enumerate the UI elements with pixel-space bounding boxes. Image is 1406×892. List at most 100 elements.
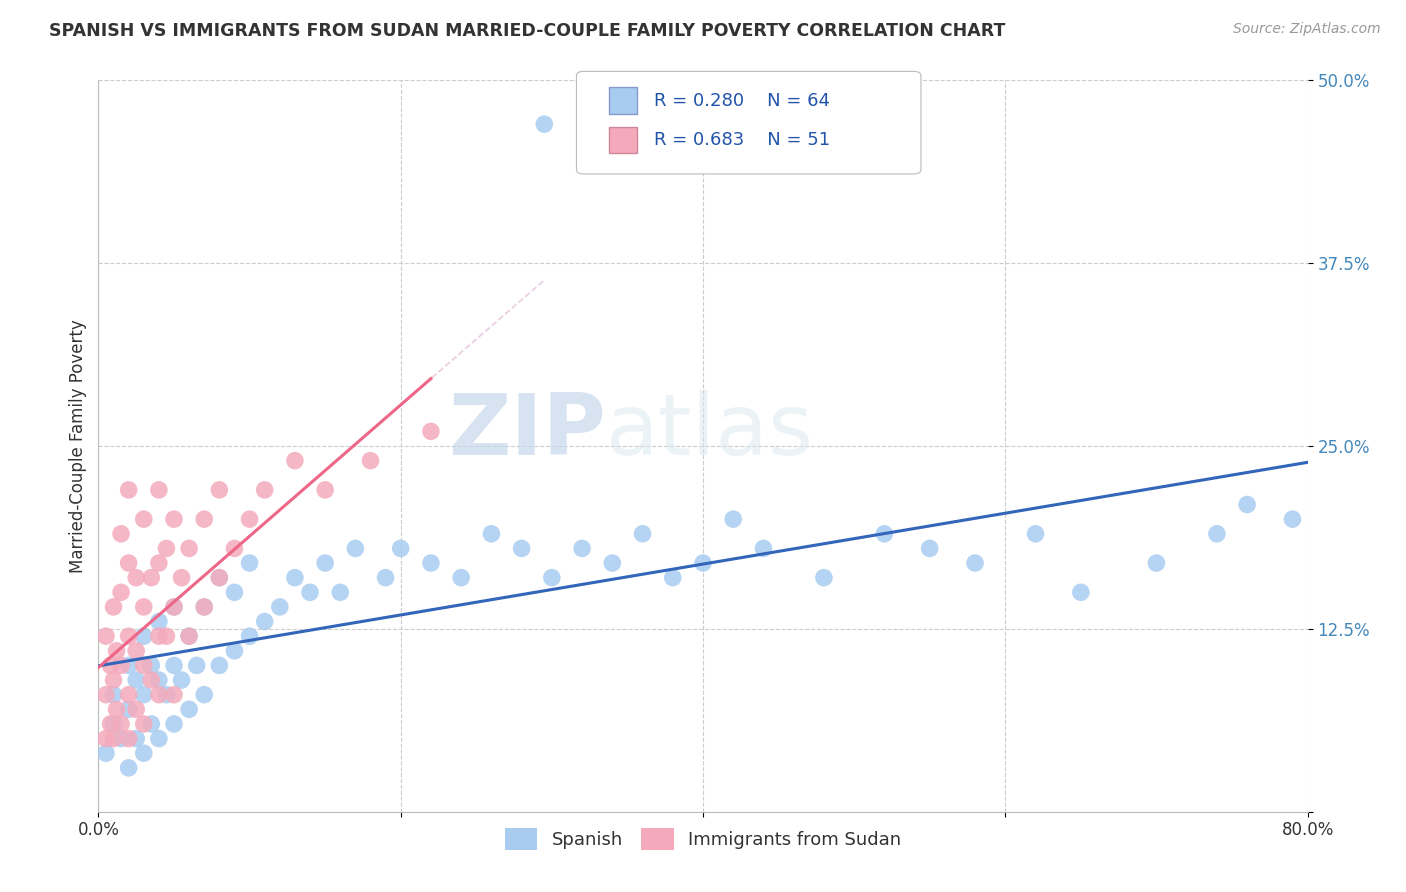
Spanish	[374, 571, 396, 585]
Text: R = 0.683    N = 51: R = 0.683 N = 51	[654, 131, 830, 149]
Immigrants from Sudan	[148, 483, 170, 497]
Immigrants from Sudan	[118, 483, 141, 497]
Immigrants from Sudan	[105, 702, 128, 716]
Immigrants from Sudan	[125, 702, 148, 716]
Text: SPANISH VS IMMIGRANTS FROM SUDAN MARRIED-COUPLE FAMILY POVERTY CORRELATION CHART: SPANISH VS IMMIGRANTS FROM SUDAN MARRIED…	[49, 22, 1005, 40]
Immigrants from Sudan	[148, 688, 170, 702]
Spanish	[125, 731, 148, 746]
Spanish	[1236, 498, 1258, 512]
Immigrants from Sudan	[103, 731, 125, 746]
Spanish	[602, 556, 624, 570]
Spanish	[631, 526, 654, 541]
Spanish	[873, 526, 896, 541]
Immigrants from Sudan	[110, 717, 132, 731]
Spanish	[148, 731, 170, 746]
Immigrants from Sudan	[360, 453, 382, 467]
Spanish	[571, 541, 593, 556]
Spanish	[224, 585, 246, 599]
Immigrants from Sudan	[420, 425, 443, 439]
Spanish	[314, 556, 336, 570]
Spanish	[148, 673, 170, 687]
Immigrants from Sudan	[163, 599, 186, 614]
Text: atlas: atlas	[606, 390, 814, 473]
Spanish	[269, 599, 291, 614]
Spanish	[163, 599, 186, 614]
Spanish	[141, 717, 163, 731]
Immigrants from Sudan	[132, 658, 155, 673]
Spanish	[103, 688, 125, 702]
Spanish	[510, 541, 533, 556]
Spanish	[193, 599, 215, 614]
Spanish	[179, 702, 201, 716]
Immigrants from Sudan	[94, 688, 117, 702]
Immigrants from Sudan	[208, 483, 231, 497]
Spanish	[186, 658, 208, 673]
Text: ZIP: ZIP	[449, 390, 606, 473]
Spanish	[239, 629, 262, 643]
Spanish	[94, 746, 117, 760]
Spanish	[148, 615, 170, 629]
Immigrants from Sudan	[125, 571, 148, 585]
Spanish	[179, 629, 201, 643]
Immigrants from Sudan	[141, 673, 163, 687]
Spanish	[284, 571, 307, 585]
Immigrants from Sudan	[170, 571, 193, 585]
Immigrants from Sudan	[163, 512, 186, 526]
Immigrants from Sudan	[94, 629, 117, 643]
Immigrants from Sudan	[100, 717, 122, 731]
Spanish	[132, 746, 155, 760]
Immigrants from Sudan	[100, 658, 122, 673]
Immigrants from Sudan	[193, 599, 215, 614]
Immigrants from Sudan	[179, 541, 201, 556]
Legend: Spanish, Immigrants from Sudan: Spanish, Immigrants from Sudan	[498, 821, 908, 857]
Spanish	[481, 526, 503, 541]
Spanish	[965, 556, 987, 570]
Spanish	[299, 585, 322, 599]
Spanish	[132, 688, 155, 702]
Immigrants from Sudan	[132, 512, 155, 526]
Immigrants from Sudan	[125, 644, 148, 658]
Immigrants from Sudan	[118, 556, 141, 570]
Spanish	[125, 673, 148, 687]
Spanish	[450, 571, 472, 585]
Immigrants from Sudan	[284, 453, 307, 467]
Immigrants from Sudan	[155, 541, 177, 556]
Immigrants from Sudan	[163, 688, 186, 702]
Spanish	[155, 688, 177, 702]
Spanish	[118, 658, 141, 673]
Immigrants from Sudan	[193, 512, 215, 526]
Immigrants from Sudan	[110, 658, 132, 673]
Spanish	[163, 717, 186, 731]
Spanish	[193, 688, 215, 702]
Spanish	[208, 658, 231, 673]
Immigrants from Sudan	[118, 629, 141, 643]
Spanish	[1024, 526, 1046, 541]
Immigrants from Sudan	[314, 483, 336, 497]
Immigrants from Sudan	[110, 585, 132, 599]
Y-axis label: Married-Couple Family Poverty: Married-Couple Family Poverty	[69, 319, 87, 573]
Spanish	[132, 629, 155, 643]
Immigrants from Sudan	[155, 629, 177, 643]
Immigrants from Sudan	[110, 526, 132, 541]
Immigrants from Sudan	[253, 483, 276, 497]
Spanish	[110, 731, 132, 746]
Immigrants from Sudan	[132, 599, 155, 614]
Spanish	[103, 717, 125, 731]
Spanish	[344, 541, 367, 556]
Immigrants from Sudan	[239, 512, 262, 526]
Spanish	[1206, 526, 1229, 541]
Immigrants from Sudan	[94, 731, 117, 746]
Immigrants from Sudan	[105, 644, 128, 658]
Point	[533, 117, 555, 131]
Spanish	[723, 512, 745, 526]
Spanish	[224, 644, 246, 658]
Spanish	[389, 541, 412, 556]
Spanish	[253, 615, 276, 629]
Immigrants from Sudan	[179, 629, 201, 643]
Spanish	[752, 541, 775, 556]
Text: R = 0.280    N = 64: R = 0.280 N = 64	[654, 92, 830, 110]
Spanish	[208, 571, 231, 585]
Immigrants from Sudan	[132, 717, 155, 731]
Immigrants from Sudan	[148, 556, 170, 570]
Spanish	[1281, 512, 1303, 526]
